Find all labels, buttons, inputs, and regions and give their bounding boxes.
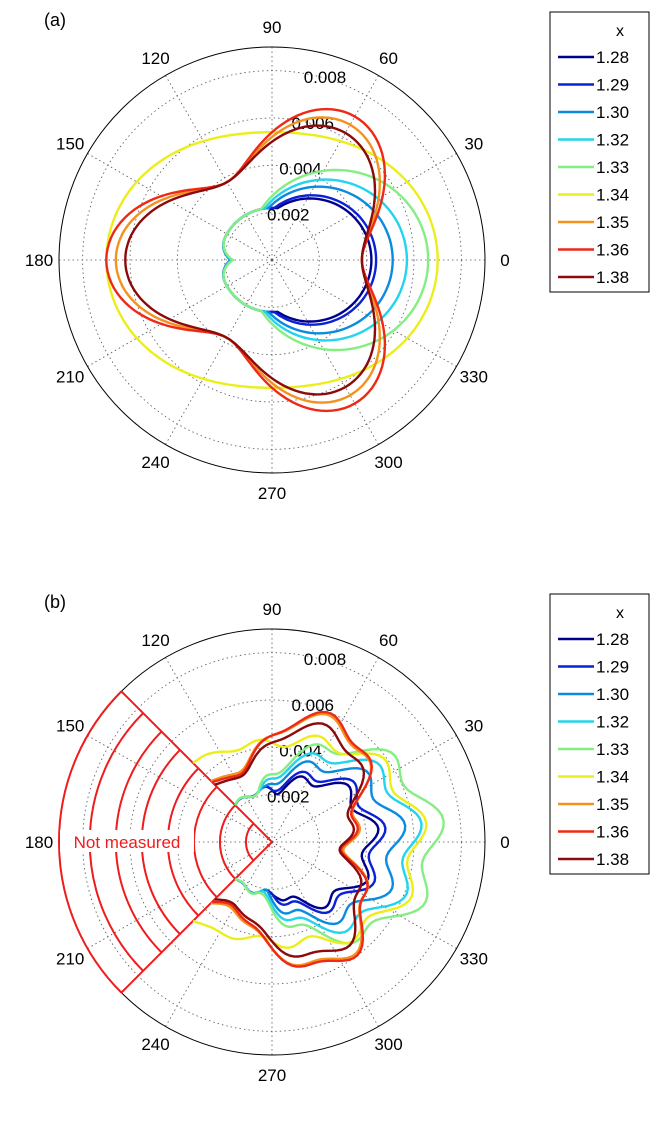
- radius-tick-label: 0.004: [279, 160, 322, 179]
- legend-label: 1.33: [596, 740, 629, 759]
- polar-chart-a: 0 30 60 90 120 150 180 210 240 270 300 330 0.002 0.00…: [25, 10, 650, 503]
- radial-grid-circle: [129, 117, 415, 403]
- angle-tick-label: 90: [263, 600, 282, 619]
- angle-tick-label: 30: [464, 135, 483, 154]
- legend-label: 1.34: [596, 768, 629, 787]
- legend-label: 1.35: [596, 795, 629, 814]
- angle-tick-label: 150: [56, 717, 84, 736]
- legend-label: 1.28: [596, 630, 629, 649]
- angle-tick-label: 60: [379, 631, 398, 650]
- legend-label: 1.38: [596, 850, 629, 869]
- radial-grid-circle: [224, 794, 320, 890]
- angle-tick-label: 270: [258, 1066, 286, 1085]
- not-measured-edge: [120, 841, 273, 994]
- not-measured-label: Not measured: [74, 833, 181, 852]
- polar-chart-panel-a: 0 30 60 90 120 150 180 210 240 270 300 330 0.002 0.00…: [0, 0, 650, 554]
- not-measured-label-bg: [60, 830, 194, 852]
- angle-tick-label: 300: [374, 453, 402, 472]
- angle-grid-spoke: [87, 153, 273, 261]
- legend-label: 1.32: [596, 713, 629, 732]
- angle-tick-label: 180: [25, 251, 53, 270]
- angle-tick-label: 90: [263, 18, 282, 37]
- legend-title: x: [616, 23, 624, 40]
- not-measured-edge: [120, 690, 273, 843]
- legend-label: 1.32: [596, 131, 629, 150]
- angle-tick-label: 60: [379, 49, 398, 68]
- angle-tick-label: 120: [141, 49, 169, 68]
- angle-tick-label: 180: [25, 833, 53, 852]
- legend-title: x: [616, 605, 624, 622]
- legend-label: 1.30: [596, 103, 629, 122]
- radius-tick-label: 0.008: [304, 68, 347, 87]
- series-group: [105, 107, 439, 413]
- series-line-1-32: [234, 752, 423, 935]
- angle-tick-label: 210: [56, 950, 84, 969]
- legend-label: 1.33: [596, 158, 629, 177]
- radius-tick-label: 0.008: [304, 650, 347, 669]
- legend-label: 1.38: [596, 268, 629, 287]
- series-line-1-38: [214, 722, 366, 958]
- radius-tick-label: 0.002: [267, 787, 310, 806]
- polar-boundary: [58, 46, 486, 474]
- angle-tick-label: 210: [56, 368, 84, 387]
- angle-tick-label: 240: [141, 1035, 169, 1054]
- angle-tick-label: 150: [56, 135, 84, 154]
- angle-tick-label: 30: [464, 717, 483, 736]
- angle-tick-label: 270: [258, 484, 286, 503]
- radial-grid-circle: [224, 212, 320, 308]
- not-measured-arc: [244, 822, 255, 862]
- series-line-1-32: [222, 178, 409, 342]
- series-line-1-36: [105, 107, 387, 413]
- legend: x 1.28 1.29 1.30 1.32 1.33 1.34 1.35 1.36 1.38: [549, 593, 650, 875]
- angle-tick-label: 0: [500, 833, 509, 852]
- legend-label: 1.28: [596, 48, 629, 67]
- legend-box: [549, 11, 650, 293]
- series-line-1-33: [234, 743, 445, 945]
- angle-grid-spoke: [165, 841, 273, 1027]
- not-measured-arc: [218, 804, 236, 880]
- polar-chart-b: 0 30 60 90 120 150 180 210 240 270 300 330 0.002 0.00…: [25, 592, 650, 1085]
- angle-tick-label: 300: [374, 1035, 402, 1054]
- series-group: [192, 710, 445, 968]
- series-line-1-30: [234, 760, 407, 926]
- polar-axes: 0 30 60 90 120 150 180 210 240 270 300 330 0.002 0.00…: [25, 18, 510, 503]
- radius-tick-label: 0.002: [267, 205, 310, 224]
- radius-tick-label: 0.006: [291, 696, 334, 715]
- angle-tick-label: 330: [460, 950, 488, 969]
- legend-label: 1.29: [596, 658, 629, 677]
- legend-label: 1.36: [596, 823, 629, 842]
- legend: x 1.28 1.29 1.30 1.32 1.33 1.34 1.35 1.36 1.38: [549, 11, 650, 293]
- panel-label: (b): [44, 592, 66, 612]
- legend-label: 1.30: [596, 685, 629, 704]
- series-line-1-36: [211, 710, 374, 968]
- series-line-1-33: [222, 168, 430, 352]
- panel-label: (a): [44, 10, 66, 30]
- series-line-1-29: [234, 770, 387, 915]
- legend-label: 1.35: [596, 213, 629, 232]
- angle-tick-label: 120: [141, 631, 169, 650]
- polar-chart-panel-b: 0 30 60 90 120 150 180 210 240 270 300 330 0.002 0.00…: [0, 582, 650, 1136]
- angle-grid-spoke: [165, 259, 273, 445]
- angle-tick-label: 0: [500, 251, 509, 270]
- series-line-1-35: [114, 116, 382, 404]
- angle-tick-label: 330: [460, 368, 488, 387]
- not-measured-arc: [57, 690, 123, 994]
- legend-label: 1.34: [596, 186, 629, 205]
- angle-tick-label: 240: [141, 453, 169, 472]
- series-line-1-38: [124, 124, 377, 396]
- legend-label: 1.36: [596, 241, 629, 260]
- legend-label: 1.29: [596, 76, 629, 95]
- legend-box: [549, 593, 650, 875]
